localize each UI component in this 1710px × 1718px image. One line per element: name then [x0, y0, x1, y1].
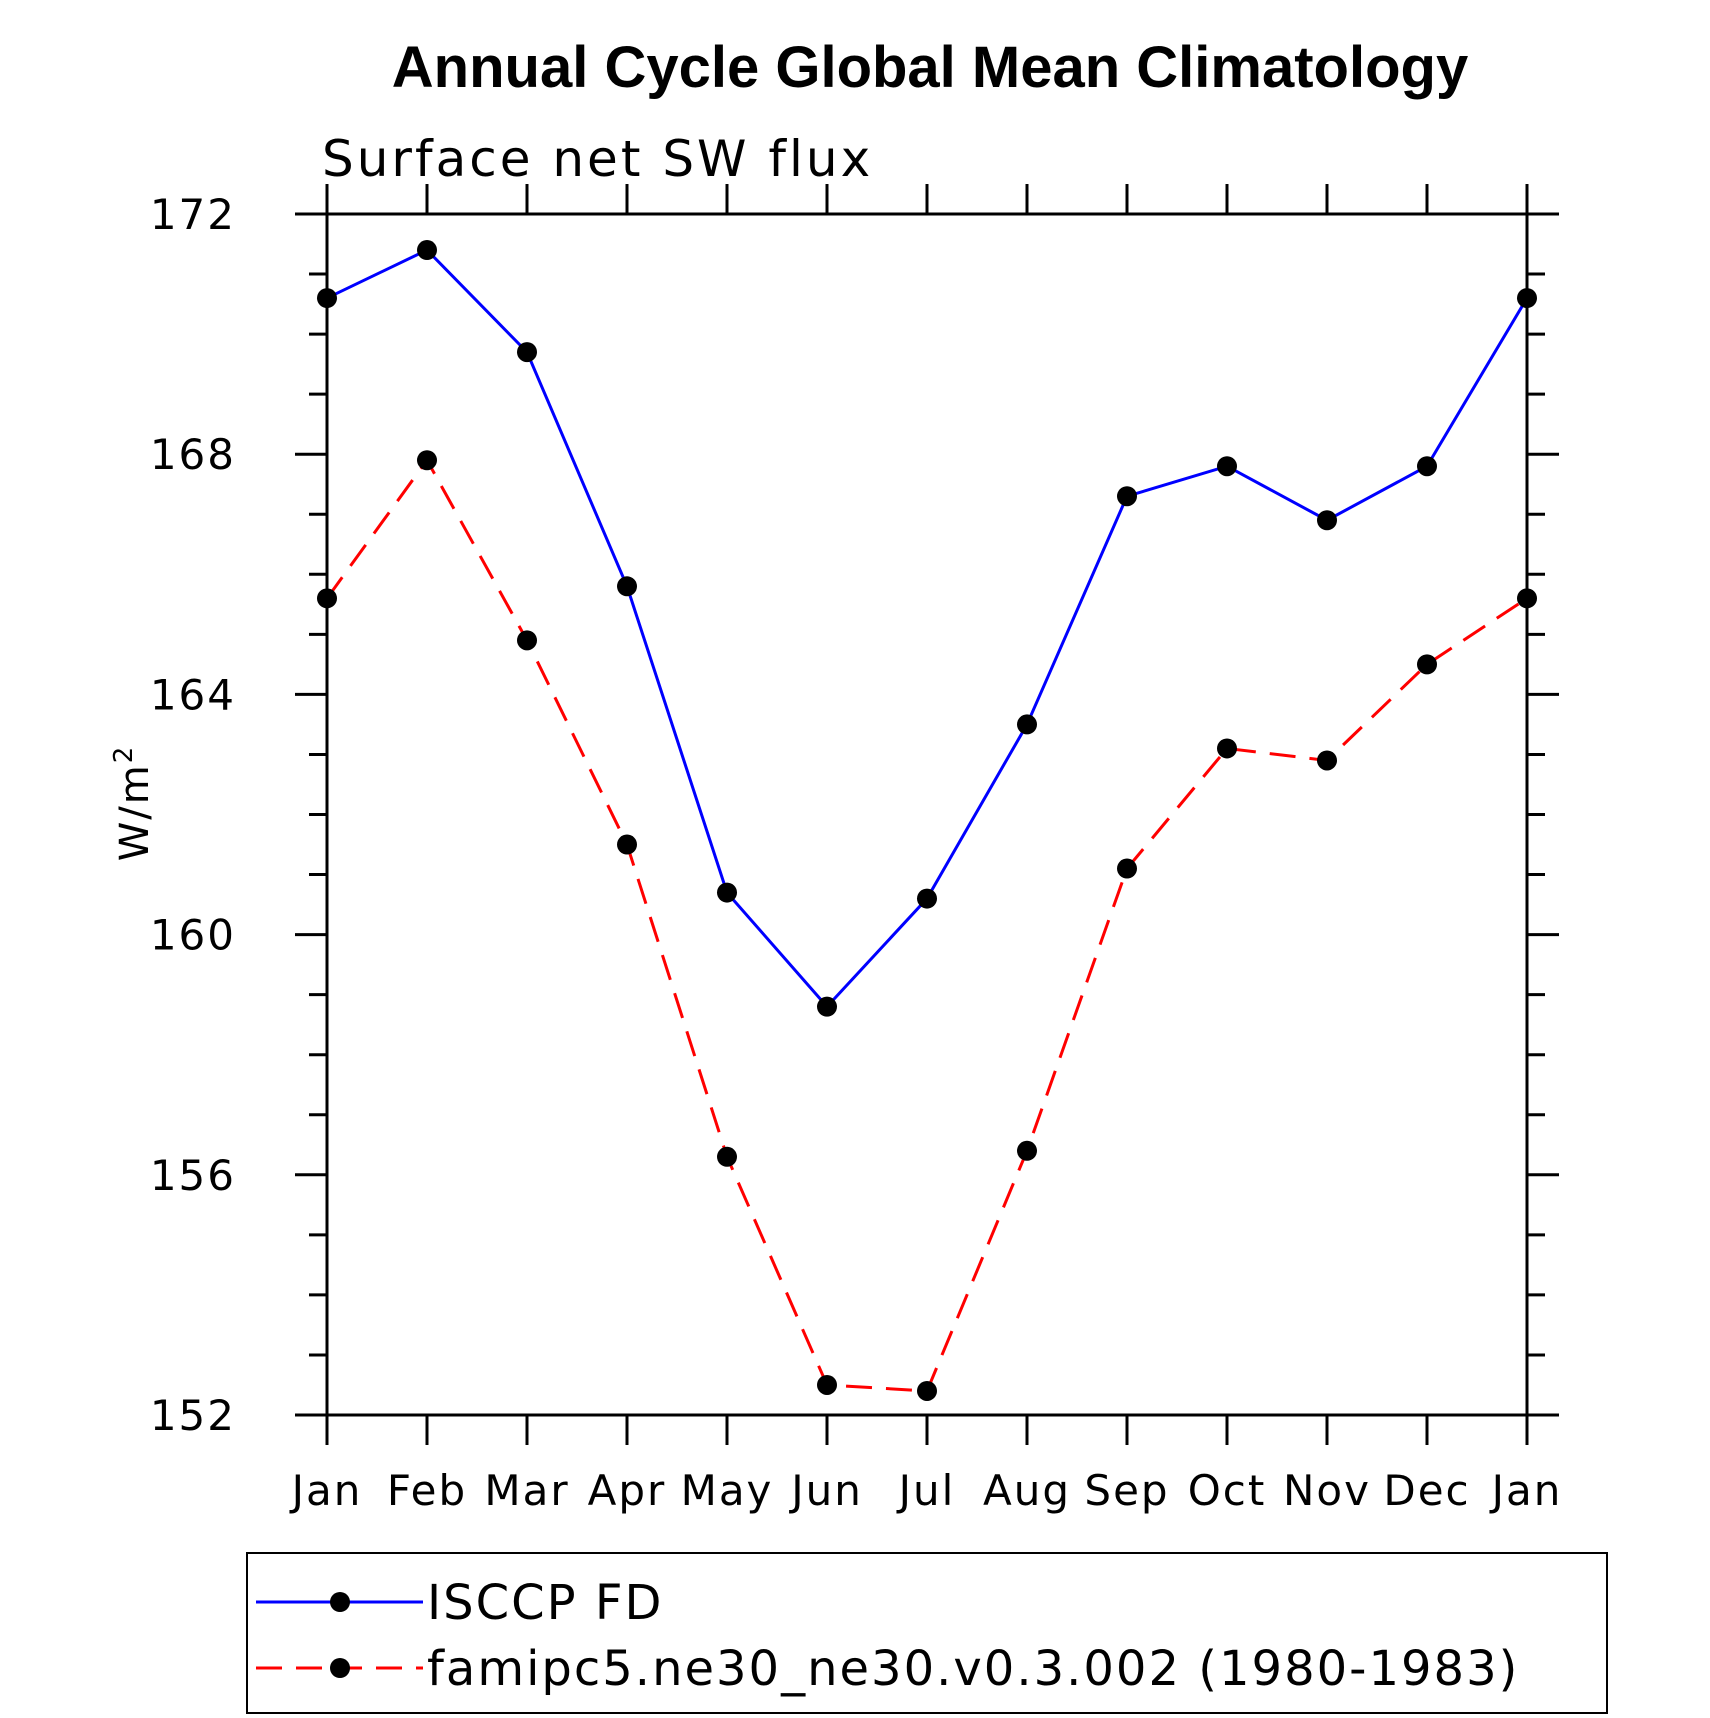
x-tick-label: Jul	[896, 1466, 956, 1515]
data-point	[517, 342, 537, 363]
series-line	[325, 457, 1528, 1393]
chart-subtitle: Surface net SW flux	[322, 130, 873, 188]
legend-label: ISCCP FD	[427, 1575, 663, 1631]
x-tick-label: Dec	[1383, 1466, 1470, 1515]
legend-marker	[330, 1592, 350, 1612]
legend-item: famipc5.ne30_ne30.v0.3.002 (1980-1983)	[256, 1641, 1519, 1697]
x-tick-label: Jan	[1489, 1466, 1563, 1515]
data-point	[417, 240, 437, 261]
y-axis-label: W/m2	[109, 745, 158, 862]
data-point	[617, 576, 637, 597]
chart-title: Annual Cycle Global Mean Climatology	[392, 35, 1468, 100]
data-point	[1517, 588, 1537, 609]
x-tick-label: Jan	[289, 1466, 363, 1515]
y-tick-label: 168	[150, 430, 236, 479]
y-tick-label: 160	[150, 911, 236, 960]
data-point	[1217, 456, 1237, 477]
legend-label: famipc5.ne30_ne30.v0.3.002 (1980-1983)	[427, 1641, 1519, 1697]
x-tick-label: Mar	[484, 1466, 569, 1515]
data-point	[917, 1380, 937, 1401]
data-point	[517, 630, 537, 651]
legend: ISCCP FD famipc5.ne30_ne30.v0.3.002 (1980…	[246, 1552, 1608, 1714]
legend-marker	[330, 1658, 350, 1678]
data-point	[1117, 858, 1137, 879]
data-point	[1217, 738, 1237, 759]
series-1	[317, 240, 1537, 1017]
x-tick-label: Aug	[983, 1466, 1071, 1515]
y-axis-label-text: W/m	[112, 763, 158, 861]
y-axis-label-superscript: 2	[109, 745, 139, 764]
y-tick-label: 156	[150, 1151, 236, 1200]
data-point	[817, 996, 837, 1017]
data-point	[1317, 750, 1337, 771]
y-tick-labels: 172 168 164 160 156 152	[150, 190, 236, 1440]
x-tick-label: Nov	[1283, 1466, 1371, 1515]
legend-box	[246, 1552, 1608, 1714]
plot-frame	[325, 212, 1529, 1417]
data-point	[1117, 486, 1137, 507]
x-tick-label: Apr	[588, 1466, 667, 1515]
legend-item: ISCCP FD	[256, 1575, 663, 1631]
data-point	[717, 882, 737, 903]
x-tick-labels: Jan Feb Mar Apr May Jun Jul Aug Sep Oct Nov Dec Jan	[289, 1466, 1563, 1515]
data-point	[1017, 1140, 1037, 1161]
data-point	[817, 1374, 837, 1395]
data-point	[617, 834, 637, 855]
y-tick-label: 164	[150, 670, 236, 719]
data-point	[1017, 714, 1037, 735]
series-layer	[317, 240, 1537, 1401]
series-2	[317, 450, 1537, 1401]
data-point	[417, 450, 437, 471]
data-point	[917, 888, 937, 909]
data-point	[317, 588, 337, 609]
x-tick-label: Sep	[1084, 1466, 1169, 1515]
data-point	[1317, 510, 1337, 531]
x-tick-label: Oct	[1188, 1466, 1267, 1515]
data-point	[317, 288, 337, 309]
data-point	[1417, 456, 1437, 477]
y-tick-label: 152	[150, 1391, 236, 1440]
x-tick-label: Jun	[788, 1466, 863, 1515]
data-point	[1517, 288, 1537, 309]
axis-ticks	[295, 184, 1559, 1445]
data-point	[1417, 654, 1437, 675]
data-point	[717, 1146, 737, 1167]
x-tick-label: Feb	[387, 1466, 467, 1515]
y-tick-label: 172	[150, 190, 236, 239]
svg-text:W/m2: W/m2	[109, 745, 158, 862]
x-tick-label: May	[681, 1466, 774, 1515]
